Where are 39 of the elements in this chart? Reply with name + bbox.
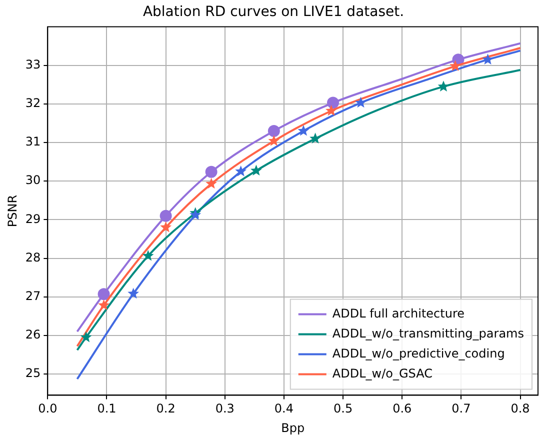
point bbox=[80, 331, 92, 342]
legend-label: ADDL_w/o_GSAC bbox=[332, 366, 432, 380]
y-tick-label: 32 bbox=[25, 96, 41, 110]
x-tick-label: 0.1 bbox=[97, 402, 116, 416]
x-tick-label: 0.2 bbox=[156, 402, 176, 416]
y-tick-label: 29 bbox=[25, 212, 41, 226]
point bbox=[250, 164, 262, 176]
y-tick-label: 31 bbox=[25, 134, 41, 149]
y-tick-label: 27 bbox=[25, 288, 41, 303]
y-tick-label: 33 bbox=[25, 58, 41, 72]
legend-label: ADDL_w/o_predictive_coding bbox=[332, 346, 505, 360]
y-tick-label: 25 bbox=[25, 366, 41, 380]
legend-label: ADDL_w/o_transmitting_params bbox=[332, 326, 524, 340]
point bbox=[355, 96, 366, 108]
x-tick-label: 0.3 bbox=[215, 402, 234, 416]
x-tick-label: 0.4 bbox=[274, 402, 294, 416]
y-tick-label: 26 bbox=[25, 328, 41, 342]
x-axis-title: Bpp bbox=[281, 420, 305, 435]
point bbox=[268, 134, 280, 146]
y-axis-title: PSNR bbox=[5, 194, 20, 228]
point bbox=[310, 132, 321, 144]
x-tick-label: 0.5 bbox=[334, 402, 353, 416]
point bbox=[160, 221, 172, 232]
point bbox=[482, 54, 494, 64]
y-tick-label: 28 bbox=[25, 250, 41, 264]
point bbox=[206, 178, 218, 189]
chart-title: Ablation RD curves on LIVE1 dataset. bbox=[142, 4, 404, 20]
point bbox=[98, 299, 110, 310]
point bbox=[128, 288, 140, 299]
x-tick-label: 0.8 bbox=[510, 402, 530, 416]
point bbox=[298, 124, 310, 136]
point bbox=[326, 104, 337, 116]
point bbox=[235, 165, 247, 176]
point bbox=[142, 250, 154, 261]
legend-label: ADDL full architecture bbox=[332, 306, 465, 320]
x-tick-label: 0.6 bbox=[392, 402, 412, 416]
y-tick-label: 30 bbox=[25, 173, 41, 188]
x-tick-label: 0.7 bbox=[452, 402, 471, 416]
x-tick-label: 0.0 bbox=[38, 402, 58, 416]
